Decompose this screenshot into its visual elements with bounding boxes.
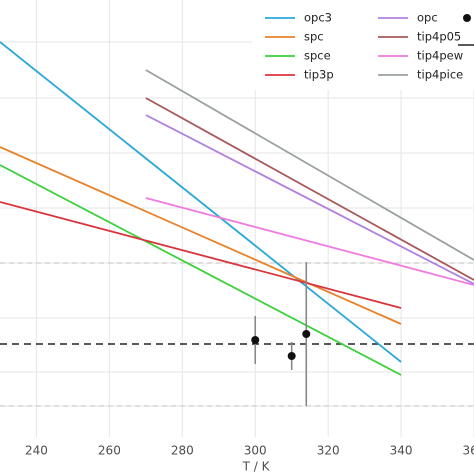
x-tick-label: 260 <box>98 444 121 458</box>
line <box>145 97 474 281</box>
x-tick-label: 320 <box>317 444 340 458</box>
x-axis-label: T / K <box>242 460 271 474</box>
line <box>0 41 402 363</box>
line <box>0 201 402 309</box>
data-point <box>287 352 296 360</box>
legend-swatch <box>463 14 471 22</box>
x-tick-label: 360 <box>463 444 474 458</box>
line <box>145 114 474 285</box>
line <box>145 197 474 286</box>
x-tick-label: 240 <box>25 444 48 458</box>
legend: opc3 spc spce tip3p opc tip4p05 tip4pew tip4pic… <box>252 0 474 90</box>
legend-label: spce <box>304 49 331 63</box>
data-point <box>251 336 260 344</box>
legend-label: spc <box>304 30 324 44</box>
legend-label: tip4pice <box>417 68 463 82</box>
x-tick-label: 300 <box>244 444 267 458</box>
legend-label: tip3p <box>304 68 334 82</box>
legend-label: opc <box>417 11 438 25</box>
line <box>145 69 474 261</box>
x-tick-label: 280 <box>171 444 194 458</box>
data-point <box>302 330 311 338</box>
line <box>0 164 402 376</box>
legend-label: opc3 <box>304 11 332 25</box>
legend-label: tip4p05 <box>417 30 461 44</box>
legend-label: tip4pew <box>417 49 463 63</box>
line <box>0 146 402 325</box>
x-tick-label: 340 <box>390 444 413 458</box>
